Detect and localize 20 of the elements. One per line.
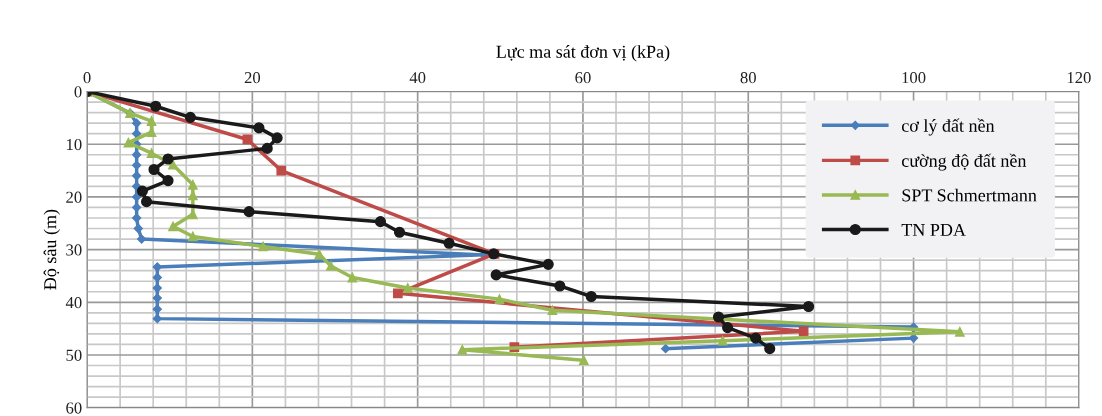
legend-label: SPT Schmertmann [902, 188, 1037, 202]
x-tick-label: 120 [1067, 72, 1091, 84]
x-axis-title: Lực ma sát đơn vị (kPa) [496, 45, 670, 62]
legend-label: cường độ đất nền [901, 153, 1027, 171]
y-axis-title: Độ sâu (m) [43, 209, 60, 290]
x-tick-label: 20 [244, 72, 261, 84]
y-tick-label: 10 [67, 138, 82, 151]
y-tick-label: 30 [66, 244, 82, 256]
y-tick-label: 0 [74, 86, 82, 98]
legend-label: cơ lý đất nền [901, 118, 995, 136]
x-tick-label: 60 [575, 72, 591, 84]
x-tick-label: 100 [902, 72, 926, 84]
y-tick-label: 20 [66, 191, 82, 203]
y-tick-label: 60 [66, 402, 82, 414]
x-tick-label: 40 [409, 72, 426, 84]
x-tick-label: 0 [83, 72, 91, 84]
x-tick-label: 80 [740, 72, 756, 84]
legend-label: TN PDA [901, 223, 966, 236]
y-tick-label: 50 [66, 349, 82, 361]
y-tick-label: 40 [65, 296, 82, 309]
